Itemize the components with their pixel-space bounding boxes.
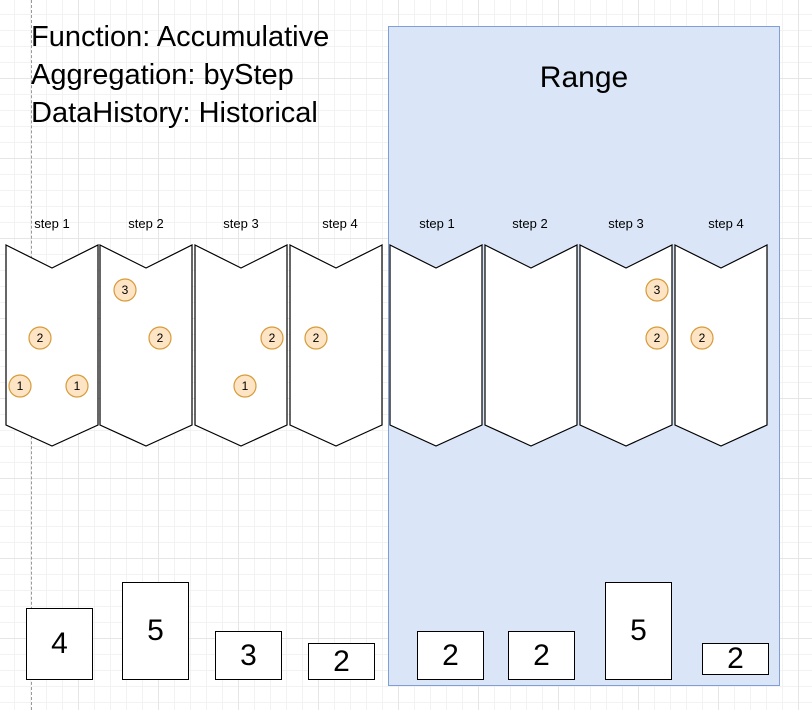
svg-text:2: 2 <box>313 331 320 345</box>
step-chevron <box>674 244 768 447</box>
event-marker: 1 <box>65 374 89 398</box>
svg-text:1: 1 <box>74 379 81 393</box>
step-total-box: 2 <box>308 643 375 680</box>
svg-text:1: 1 <box>17 379 24 393</box>
svg-text:2: 2 <box>699 331 706 345</box>
step-total-box: 2 <box>702 642 769 675</box>
step-label: step 3 <box>608 216 644 231</box>
svg-text:1: 1 <box>242 379 249 393</box>
step-chevron <box>194 244 288 447</box>
event-marker: 2 <box>690 326 714 350</box>
step-chevron <box>484 244 578 447</box>
svg-text:2: 2 <box>157 331 164 345</box>
step-label: step 2 <box>512 216 548 231</box>
event-marker: 3 <box>645 278 669 302</box>
header-block: Function: Accumulative Aggregation: bySt… <box>31 18 329 132</box>
step-chevron <box>5 244 99 447</box>
history-line: DataHistory: Historical <box>31 97 318 129</box>
event-marker: 2 <box>304 326 328 350</box>
event-marker: 2 <box>260 326 284 350</box>
aggregation-line: Aggregation: byStep <box>31 59 294 91</box>
step-label: step 4 <box>708 216 744 231</box>
svg-text:2: 2 <box>269 331 276 345</box>
step-total-box: 5 <box>122 582 189 680</box>
step-chevron <box>389 244 483 447</box>
step-total-box: 5 <box>605 582 672 680</box>
event-marker: 2 <box>645 326 669 350</box>
svg-text:3: 3 <box>122 283 129 297</box>
svg-text:2: 2 <box>654 331 661 345</box>
event-marker: 2 <box>28 326 52 350</box>
range-title: Range <box>539 61 629 94</box>
step-label: step 2 <box>128 216 164 231</box>
step-total-box: 3 <box>215 631 282 680</box>
step-label: step 1 <box>419 216 455 231</box>
event-marker: 1 <box>8 374 32 398</box>
step-total-box: 2 <box>508 631 575 680</box>
step-total-box: 2 <box>417 631 484 680</box>
step-total-box: 4 <box>26 608 93 680</box>
step-chevron <box>99 244 193 447</box>
step-label: step 4 <box>322 216 358 231</box>
event-marker: 3 <box>113 278 137 302</box>
step-label: step 3 <box>223 216 259 231</box>
step-label: step 1 <box>34 216 70 231</box>
svg-text:3: 3 <box>654 283 661 297</box>
event-marker: 1 <box>233 374 257 398</box>
function-line: Function: Accumulative <box>31 21 330 53</box>
step-chevron <box>289 244 383 447</box>
svg-text:2: 2 <box>37 331 44 345</box>
event-marker: 2 <box>148 326 172 350</box>
